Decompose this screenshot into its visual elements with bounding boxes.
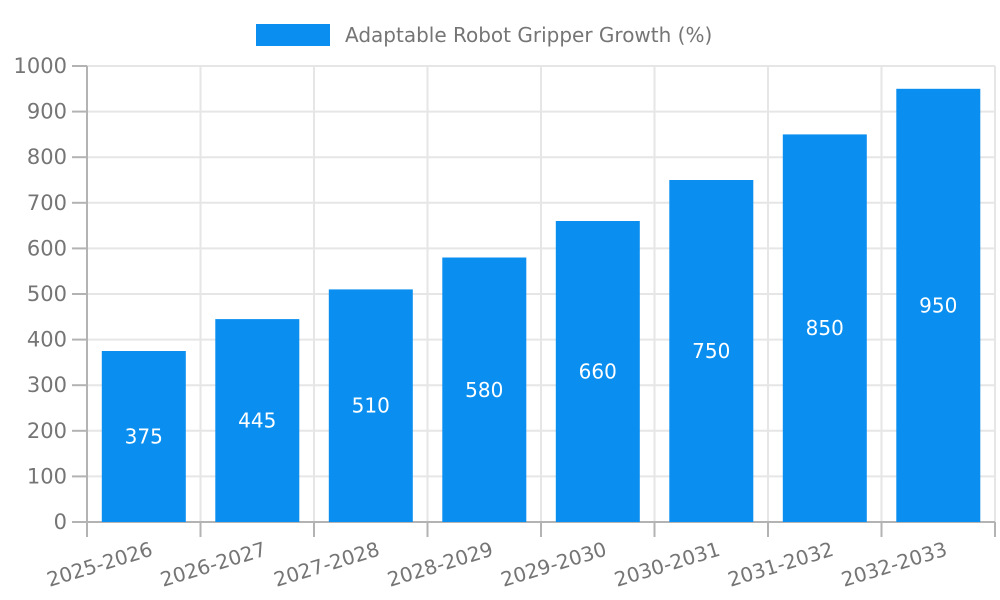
bar <box>328 289 413 522</box>
y-tick-label: 200 <box>27 419 67 443</box>
x-tick-label: 2032-2033 <box>838 537 949 592</box>
bar-value-label: 580 <box>465 378 503 402</box>
bar-value-label: 750 <box>692 339 730 363</box>
x-tick-label: 2026-2027 <box>157 537 268 592</box>
bar <box>215 319 300 522</box>
legend-swatch <box>256 24 330 46</box>
bar <box>782 134 867 522</box>
y-tick-label: 900 <box>27 100 67 124</box>
y-tick-label: 400 <box>27 328 67 352</box>
x-tick-label: 2028-2029 <box>384 537 495 592</box>
y-tick-label: 1000 <box>14 54 67 78</box>
bar-value-label: 950 <box>919 293 957 317</box>
x-tick-label: 2030-2031 <box>611 537 722 592</box>
y-tick-label: 700 <box>27 191 67 215</box>
bar <box>669 180 754 522</box>
y-tick-label: 600 <box>27 236 67 260</box>
x-tick-label: 2025-2026 <box>44 537 155 592</box>
y-tick-label: 800 <box>27 145 67 169</box>
y-tick-label: 100 <box>27 464 67 488</box>
bar <box>555 221 640 522</box>
bar-value-label: 445 <box>238 409 276 433</box>
x-tick-label: 2027-2028 <box>271 537 382 592</box>
y-tick-label: 300 <box>27 373 67 397</box>
y-tick-label: 500 <box>27 282 67 306</box>
bar-value-label: 510 <box>352 394 390 418</box>
bar <box>101 351 186 522</box>
bar <box>442 257 527 522</box>
bar <box>896 88 981 523</box>
legend: Adaptable Robot Gripper Growth (%) <box>256 24 712 46</box>
bar-value-label: 375 <box>125 425 163 449</box>
bar-value-label: 660 <box>579 360 617 384</box>
x-tick-label: 2031-2032 <box>725 537 836 592</box>
x-tick-label: 2029-2030 <box>498 537 609 592</box>
y-tick-label: 0 <box>54 510 67 534</box>
legend-label: Adaptable Robot Gripper Growth (%) <box>345 23 713 47</box>
bar-value-label: 850 <box>806 316 844 340</box>
